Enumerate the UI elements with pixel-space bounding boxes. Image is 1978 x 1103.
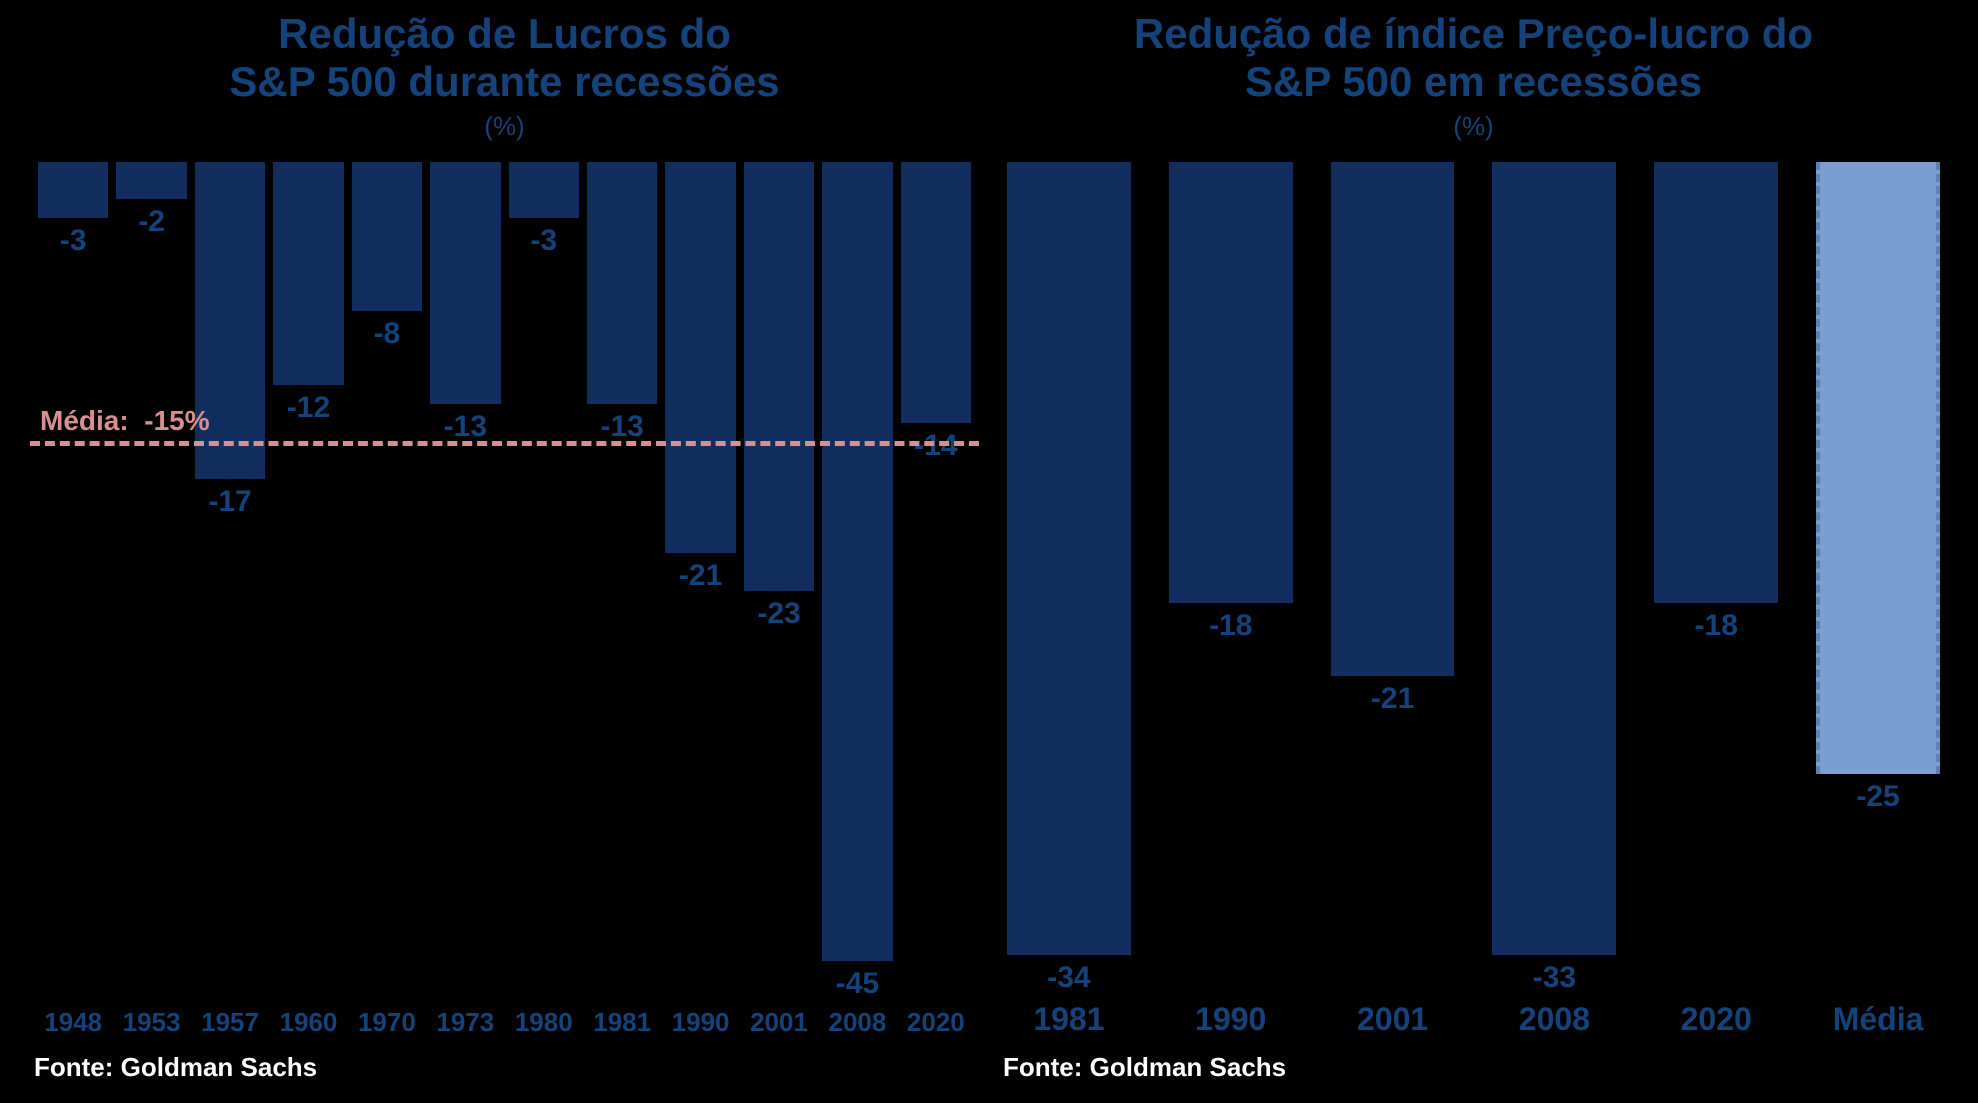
bar <box>1007 162 1131 955</box>
bar-value-label: -13 <box>600 410 643 444</box>
bar-col: -34 <box>1007 162 1131 995</box>
bar-col: -13 <box>430 162 500 1001</box>
bar <box>38 162 108 218</box>
x-axis-label: 1948 <box>38 1007 108 1038</box>
bar <box>744 162 814 591</box>
bar-value-label: -34 <box>1047 961 1090 995</box>
right-bars-region: -34 -18 -21 -33 -18 -25 <box>999 162 1948 995</box>
bar-col: -23 <box>744 162 814 1001</box>
bar-value-label: -13 <box>444 410 487 444</box>
x-axis-label: 1970 <box>352 1007 422 1038</box>
left-title-line2: S&P 500 durante recessões <box>229 58 779 105</box>
bar-col: -18 <box>1169 162 1293 995</box>
bar-value-label: -23 <box>757 597 800 631</box>
bar <box>1816 162 1940 775</box>
bar <box>1331 162 1455 677</box>
bar <box>509 162 579 218</box>
left-subtitle: (%) <box>30 111 979 142</box>
bar-value-label: -18 <box>1209 609 1252 643</box>
bar-col: -2 <box>116 162 186 1001</box>
bar <box>116 162 186 199</box>
bar-value-label: -18 <box>1695 609 1738 643</box>
x-axis-label: 1981 <box>1007 1001 1131 1038</box>
x-axis-label: 1980 <box>509 1007 579 1038</box>
bar-value-label: -25 <box>1856 780 1899 814</box>
bar <box>901 162 971 423</box>
x-axis-label: 2020 <box>1654 1001 1778 1038</box>
left-bars-region: -3 -2 -17 -12 -8 -13 -3 -13 -21 -23 -45 -14 <box>30 162 979 1001</box>
bar-col: -3 <box>38 162 108 1001</box>
left-title: Redução de Lucros do S&P 500 durante rec… <box>30 10 979 107</box>
left-x-labels: 1948 1953 1957 1960 1970 1973 1980 1981 1990 2001… <box>30 1001 979 1038</box>
bar <box>822 162 892 961</box>
x-axis-label: 1960 <box>273 1007 343 1038</box>
bar <box>1169 162 1293 603</box>
bar-value-label: -8 <box>374 317 401 351</box>
bar-value-label: -17 <box>208 485 251 519</box>
bar-col: -17 <box>195 162 265 1001</box>
bar <box>587 162 657 404</box>
right-chart-area: -34 -18 -21 -33 -18 -25 1981 1990 2001 2008 2020 M… <box>999 162 1948 1038</box>
x-axis-label: 1990 <box>665 1007 735 1038</box>
x-axis-label: 1957 <box>195 1007 265 1038</box>
bar-col: -33 <box>1492 162 1616 995</box>
bar-value-label: -21 <box>1371 682 1414 716</box>
x-axis-label: 2001 <box>1331 1001 1455 1038</box>
bar-value-label: -12 <box>287 391 330 425</box>
left-chart-area: Média: -15% -3-2-17-12-8-13-3-13-21-23-4… <box>30 162 979 1038</box>
x-axis-label: 1953 <box>116 1007 186 1038</box>
x-axis-label: 1973 <box>430 1007 500 1038</box>
bar-col: -18 <box>1654 162 1778 995</box>
bar-value-label: -14 <box>914 429 957 463</box>
bar-value-label: -45 <box>836 967 879 1001</box>
bar-value-label: -3 <box>60 224 87 258</box>
bar-col: -13 <box>587 162 657 1001</box>
x-axis-label: Média <box>1816 1001 1940 1038</box>
right-title-line2: S&P 500 em recessões <box>1245 58 1702 105</box>
bar <box>1654 162 1778 603</box>
left-title-line1: Redução de Lucros do <box>278 10 731 57</box>
bar-value-label: -33 <box>1533 961 1576 995</box>
bar-col: -14 <box>901 162 971 1001</box>
x-axis-label: 2008 <box>1492 1001 1616 1038</box>
bar <box>1492 162 1616 955</box>
bar <box>352 162 422 311</box>
right-panel: Redução de índice Preço-lucro do S&P 500… <box>989 10 1958 1083</box>
bar-value-label: -2 <box>138 205 165 239</box>
bar-col: -12 <box>273 162 343 1001</box>
bar-col: -25 <box>1816 162 1940 995</box>
bar-col: -21 <box>665 162 735 1001</box>
left-source: Fonte: Goldman Sachs <box>34 1052 979 1083</box>
bar-col: -3 <box>509 162 579 1001</box>
bar-col: -21 <box>1331 162 1455 995</box>
right-title: Redução de índice Preço-lucro do S&P 500… <box>999 10 1948 107</box>
bar <box>273 162 343 386</box>
right-subtitle: (%) <box>999 111 1948 142</box>
left-panel: Redução de Lucros do S&P 500 durante rec… <box>20 10 989 1083</box>
bar <box>195 162 265 479</box>
right-source: Fonte: Goldman Sachs <box>1003 1052 1948 1083</box>
bar-col: -45 <box>822 162 892 1001</box>
x-axis-label: 2020 <box>901 1007 971 1038</box>
x-axis-label: 1990 <box>1169 1001 1293 1038</box>
bar-value-label: -3 <box>530 224 557 258</box>
bar-col: -8 <box>352 162 422 1001</box>
bar <box>665 162 735 554</box>
bar <box>430 162 500 404</box>
x-axis-label: 2001 <box>744 1007 814 1038</box>
x-axis-label: 2008 <box>822 1007 892 1038</box>
right-title-line1: Redução de índice Preço-lucro do <box>1134 10 1813 57</box>
x-axis-label: 1981 <box>587 1007 657 1038</box>
bar-value-label: -21 <box>679 559 722 593</box>
right-x-labels: 1981 1990 2001 2008 2020 Média <box>999 995 1948 1038</box>
